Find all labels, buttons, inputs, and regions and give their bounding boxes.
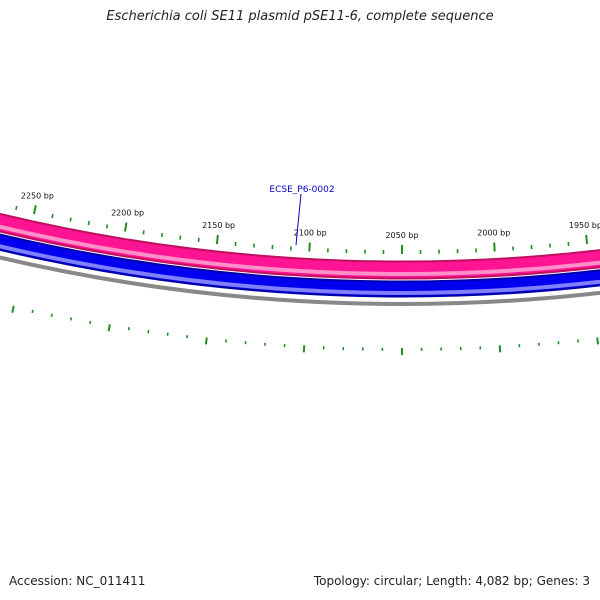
outer-tick-marks [15,205,589,254]
major-tick [11,305,15,313]
tick-labels: 2250 bp 2200 bp 2150 bp 2100 bp 2050 bp 2000 … [21,191,600,240]
forward-track [0,214,600,278]
major-tick [204,337,208,345]
tick-label: 1950 bp [569,221,600,230]
major-tick [215,234,219,245]
minor-tick [105,224,109,229]
map-title: Escherichia coli SE11 plasmid pSE11-6, c… [106,9,494,24]
tick-label: 2200 bp [111,209,144,218]
minor-tick [142,230,145,235]
tick-label: 2050 bp [385,231,418,240]
tick-label: 2100 bp [294,229,327,238]
major-tick [596,337,600,345]
major-tick [585,234,589,245]
minor-tick [160,232,164,238]
tick-label: 2150 bp [202,221,235,230]
inner-tick-marks [11,305,600,355]
reverse-track-highlight [0,244,600,295]
minor-tick [50,313,53,317]
minor-tick [69,217,72,222]
minor-tick [69,317,73,321]
backbone-line [0,255,600,306]
minor-tick [179,235,182,240]
minor-tick [87,221,90,226]
gene-label[interactable]: ECSE_P6-0002 [269,185,334,195]
tick-label: 2250 bp [21,191,54,200]
reverse-track [0,235,600,296]
major-tick [124,222,128,232]
forward-track-highlight [0,224,600,276]
major-tick [107,324,111,332]
minor-tick [51,213,54,219]
accession-label: Accession: NC_011411 [9,574,146,588]
tick-label: 2000 bp [477,229,510,238]
topology-summary: Topology: circular; Length: 4,082 bp; Ge… [313,574,590,588]
major-tick [32,205,37,215]
minor-tick [31,309,34,314]
minor-tick [89,320,92,325]
gene-annotation[interactable]: ECSE_P6-0002 [269,185,335,246]
sequence-tracks [0,212,600,306]
minor-tick [15,205,18,211]
gene-leader-line [295,193,302,246]
